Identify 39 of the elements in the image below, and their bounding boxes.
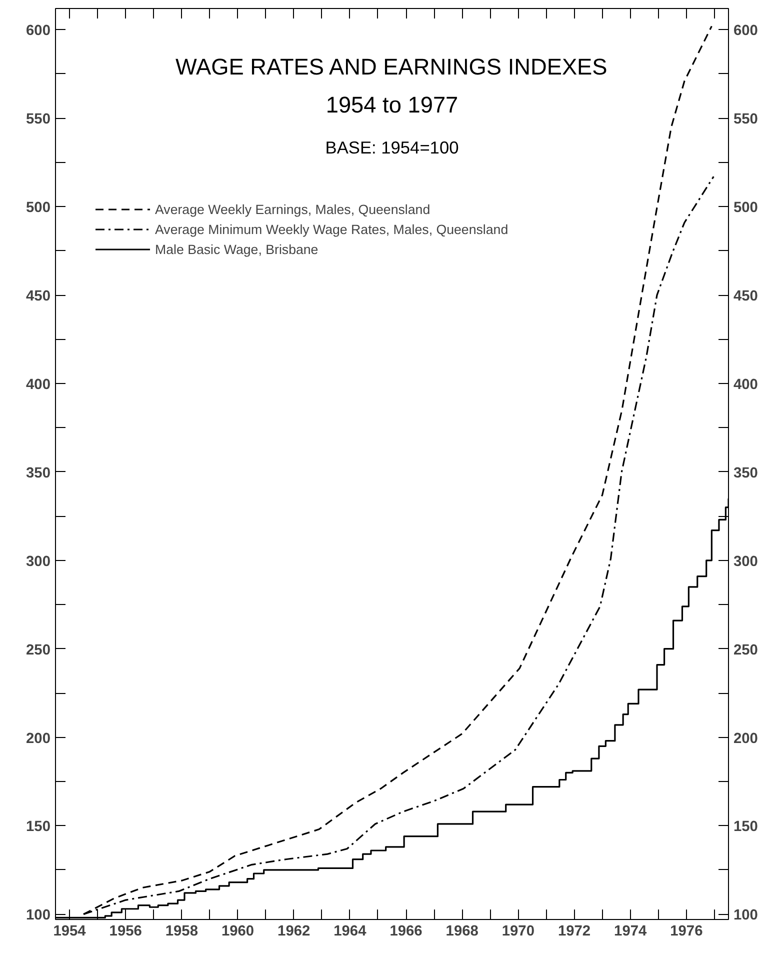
y-tick-label: 500 (26, 200, 51, 216)
x-tick-label: 1974 (614, 924, 648, 940)
text: BASE: 1954=100 (325, 138, 459, 158)
x-tick-label: 1954 (53, 924, 87, 940)
y-tick-label: 150 (26, 819, 51, 836)
legend-label: Average Weekly Earnings, Males, Queensland (155, 202, 430, 216)
x-tick-label: 1972 (558, 924, 591, 940)
legend-label: Male Basic Wage, Brisbane (155, 242, 318, 256)
y-tick-label: 550 (26, 112, 51, 128)
y-tick-label: 250 (26, 642, 51, 658)
y2-tick-label: 500 (734, 200, 758, 216)
text: WAGE RATES AND EARNINGS INDEXES 1954 to 1977 (175, 54, 608, 118)
x-tick-label: 1976 (670, 924, 703, 940)
y2-tick-label: 600 (734, 23, 758, 40)
y-tick-label: 450 (26, 288, 51, 305)
y2-tick-label: 450 (734, 288, 758, 305)
y2-tick-label: 150 (734, 819, 758, 836)
y-tick-label: 600 (26, 23, 51, 40)
y2-tick-label: 200 (734, 730, 758, 747)
y2-tick-label: 400 (734, 377, 758, 394)
x-tick-label: 1968 (446, 924, 478, 940)
y2-tick-label: 300 (734, 554, 758, 570)
x-tick-label: 1956 (109, 924, 142, 940)
x-tick-label: 1966 (390, 924, 422, 940)
y-tick-label: 350 (26, 465, 51, 482)
y2-tick-label: 100 (734, 908, 758, 924)
x-tick-label: 1960 (221, 924, 254, 940)
x-tick-label: 1964 (334, 924, 368, 940)
y-tick-label: 200 (26, 730, 51, 747)
y2-tick-label: 250 (734, 642, 758, 658)
y-tick-label: 100 (26, 908, 51, 924)
y-tick-label: 400 (26, 377, 51, 394)
y2-tick-label: 350 (734, 465, 758, 482)
x-tick-label: 1958 (165, 924, 198, 940)
x-tick-label: 1970 (502, 924, 534, 940)
x-tick-label: 1962 (278, 924, 310, 940)
y-tick-label: 300 (26, 554, 51, 570)
legend-label: Average Minimum Weekly Wage Rates, Males, Queensland (155, 222, 508, 236)
y2-tick-label: 550 (734, 112, 758, 128)
